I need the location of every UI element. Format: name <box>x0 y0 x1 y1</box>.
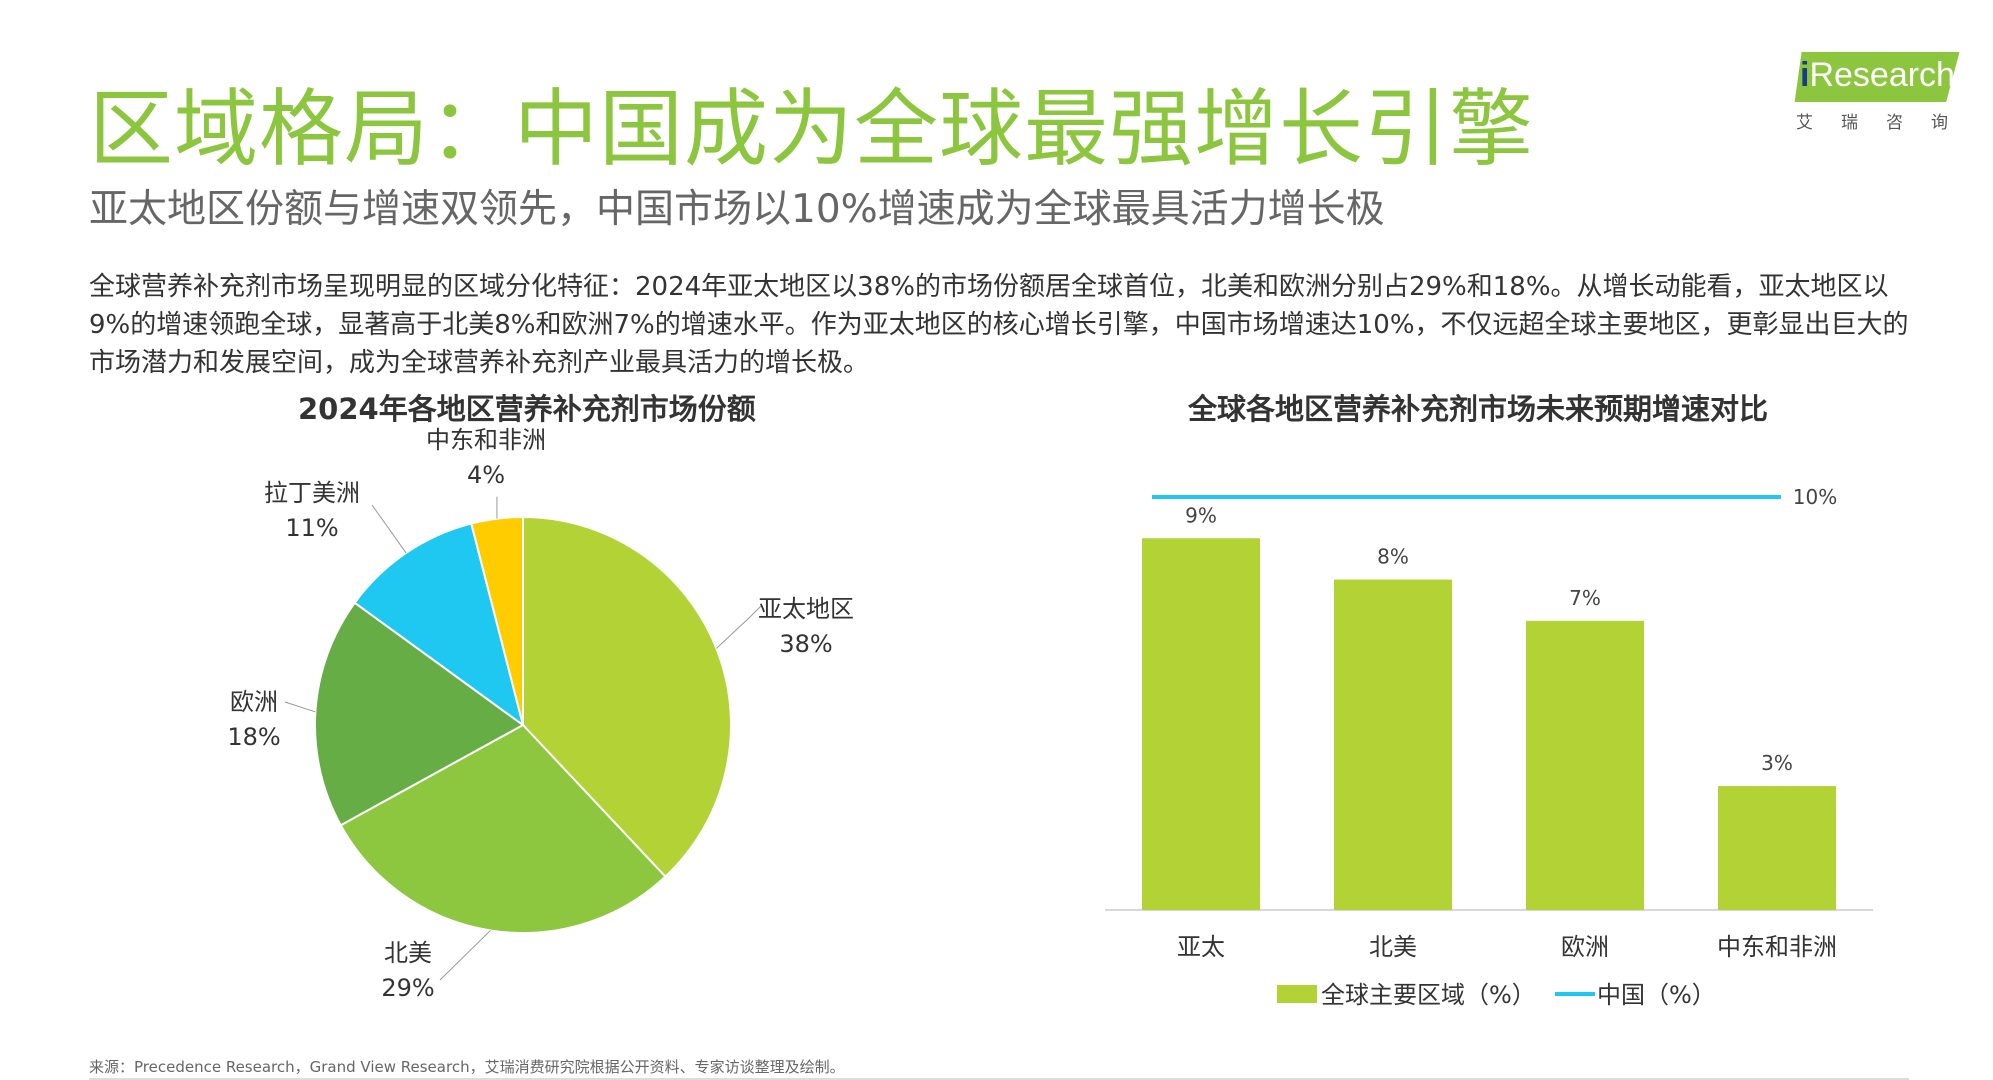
pie-slice-name-4: 中东和非洲 <box>426 426 546 454</box>
pie-slice-value-1: 29% <box>381 974 434 1002</box>
bar-value-label-3: 3% <box>1761 751 1793 775</box>
bar-2 <box>1526 620 1644 910</box>
legend-label-line: 中国（%） <box>1597 981 1716 1009</box>
source-note: 来源：Precedence Research，Grand View Resear… <box>89 1058 845 1076</box>
page-title: 区域格局：中国成为全球最强增长引擎 <box>89 80 1535 178</box>
logo-i: i <box>1800 56 1810 94</box>
bar-chart: 9% 亚太 8% 北美 7% 欧洲 3% 中东和非洲 10% 全球主要区域（%） 中国（%） <box>1105 485 1873 1009</box>
pie-slice-name-2: 欧洲 <box>230 688 278 716</box>
pie-chart-title: 2024年各地区营养补充剂市场份额 <box>298 392 756 426</box>
bar-3 <box>1718 786 1836 910</box>
bar-category-label-1: 北美 <box>1369 933 1417 961</box>
bar-category-label-3: 中东和非洲 <box>1717 933 1837 961</box>
china-growth-label: 10% <box>1793 485 1837 509</box>
pie-slice-value-3: 11% <box>285 514 338 542</box>
pie-slice-4 <box>470 515 524 726</box>
pie-leader-line-0 <box>716 604 763 649</box>
pie-chart: 亚太地区 38% 北美 29% 欧洲 18% 拉丁美洲 11% 中东和非洲 4% <box>227 426 854 1002</box>
pie-slice-value-2: 18% <box>227 723 280 751</box>
legend-label-bar: 全球主要区域（%） <box>1321 981 1536 1009</box>
pie-slice-name-1: 北美 <box>384 939 432 967</box>
bar-category-label-2: 欧洲 <box>1561 933 1609 961</box>
logo-brand: Research <box>1809 56 1955 94</box>
pie-slice-1 <box>339 723 667 934</box>
bar-category-label-0: 亚太 <box>1177 933 1225 961</box>
pie-leader-line-2 <box>284 701 316 713</box>
logo-wordmark: iResearch <box>1800 56 1955 95</box>
bar-value-label-0: 9% <box>1185 503 1217 527</box>
bar-value-label-2: 7% <box>1569 586 1601 610</box>
pie-slice-0 <box>522 515 732 879</box>
bar-1 <box>1334 579 1452 910</box>
bar-0 <box>1142 538 1260 910</box>
pie-slice-value-4: 4% <box>467 461 505 489</box>
bar-value-label-1: 8% <box>1377 545 1409 569</box>
pie-leader-line-3 <box>371 504 407 554</box>
summary-paragraph: 全球营养补充剂市场呈现明显的区域分化特征：2024年亚太地区以38%的市场份额居… <box>89 272 1909 378</box>
pie-slice-value-0: 38% <box>779 630 832 658</box>
pie-slice-name-3: 拉丁美洲 <box>264 479 360 507</box>
legend-swatch-bar <box>1277 985 1317 1003</box>
iresearch-logo: iResearch 艾瑞咨询 <box>1792 52 1976 133</box>
pie-slice-name-0: 亚太地区 <box>758 595 854 623</box>
pie-leader-line-1 <box>439 930 491 981</box>
bar-chart-title: 全球各地区营养补充剂市场未来预期增速对比 <box>1188 392 1769 426</box>
page-subtitle: 亚太地区份额与增速双领先，中国市场以10%增速成为全球最具活力增长极 <box>89 187 1385 232</box>
logo-subtitle: 艾瑞咨询 <box>1796 113 1976 133</box>
footer-divider <box>89 1078 1909 1080</box>
